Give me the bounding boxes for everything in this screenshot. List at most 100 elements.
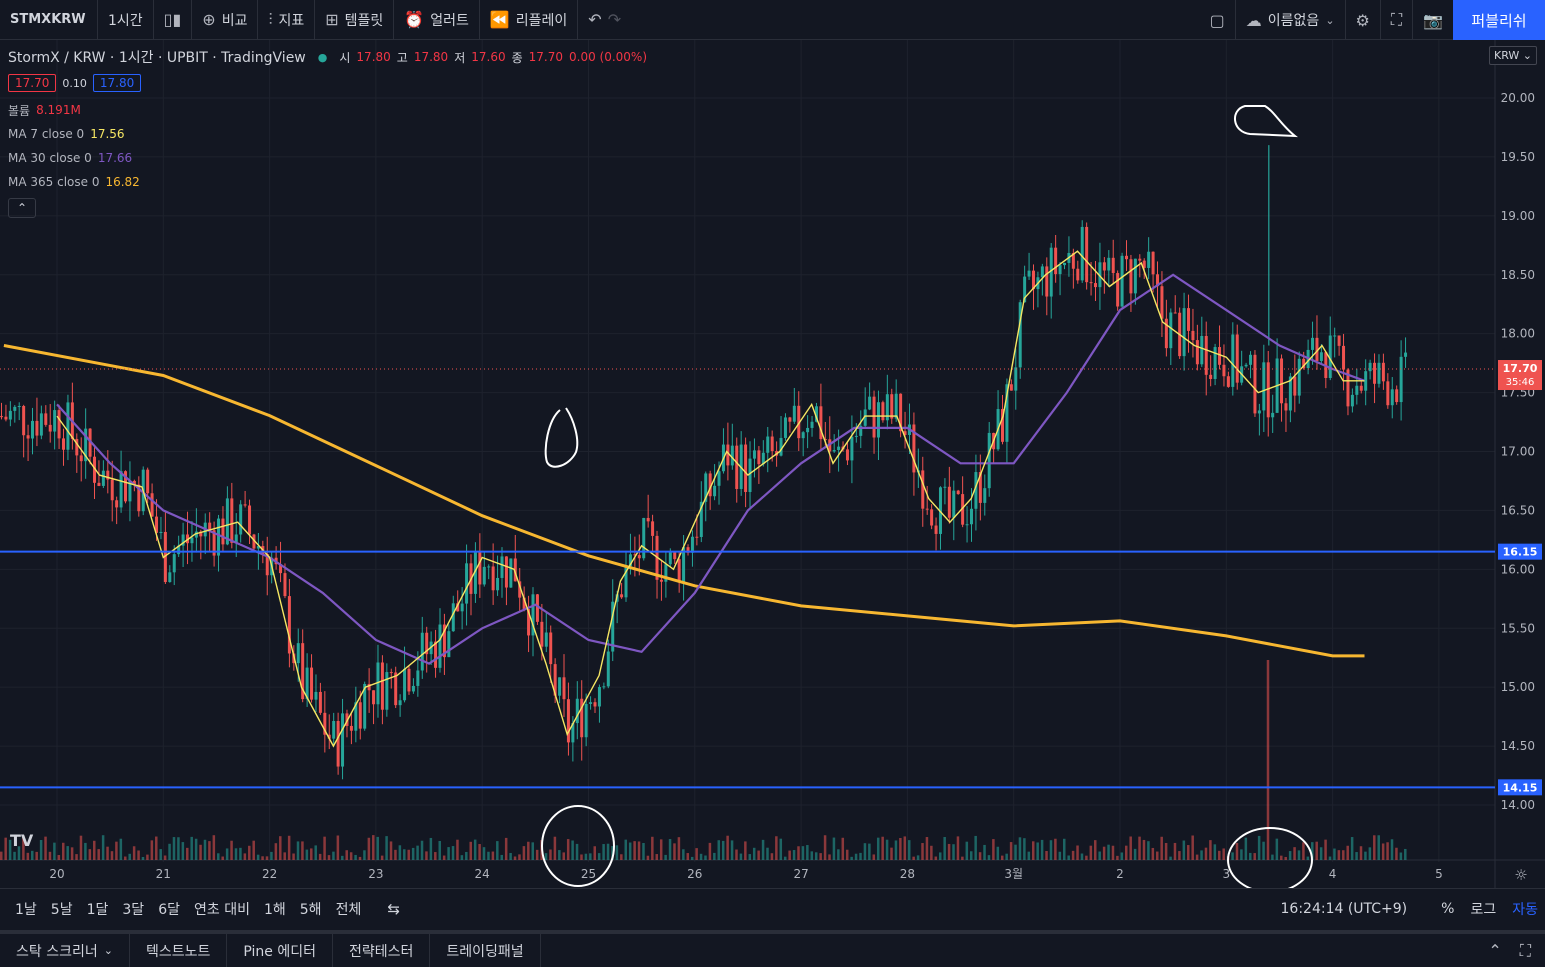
alert-button[interactable]: ⏰ 얼러트	[394, 0, 480, 40]
candle-body	[487, 566, 491, 568]
chevron-up-icon[interactable]: ⌃	[1488, 941, 1502, 960]
volume-bar	[1288, 851, 1292, 860]
range-6m[interactable]: 6달	[158, 901, 180, 918]
candle-body	[1368, 362, 1372, 372]
templates-button[interactable]: ⊞ 템플릿	[315, 0, 395, 40]
volume-bar	[403, 849, 406, 860]
range-ytd[interactable]: 연초 대비	[193, 901, 250, 918]
ma7-value: 17.56	[90, 127, 125, 141]
volume-bar	[1009, 842, 1013, 860]
candle-body	[1049, 247, 1053, 297]
candle-body	[1009, 384, 1013, 391]
volume-bar	[438, 840, 441, 860]
layout-button[interactable]: ▢	[1200, 0, 1235, 40]
candle-body	[611, 601, 615, 652]
candle-body	[801, 432, 805, 439]
ma30-label: MA 30 close 0	[8, 151, 92, 165]
volume-bar	[283, 852, 286, 860]
candle-body	[628, 554, 632, 567]
alert-label: 얼러트	[430, 12, 469, 29]
volume-bar	[1138, 836, 1141, 860]
volume-bar	[385, 836, 388, 860]
indicators-button[interactable]: ⫶ 지표	[258, 0, 316, 40]
maximize-icon[interactable]: ⛶	[1519, 940, 1531, 960]
volume-bar	[1373, 835, 1376, 860]
settings-button[interactable]: ⚙	[1344, 0, 1380, 40]
percent-toggle[interactable]: %	[1441, 901, 1455, 917]
volume-bar	[336, 835, 340, 860]
volume-bar	[1355, 852, 1358, 860]
layout-name-dropdown[interactable]: ☁ 이름없음 ⌄	[1234, 0, 1345, 40]
candle-body	[571, 723, 575, 743]
volume-bar	[1125, 845, 1128, 860]
axis-settings-icon[interactable]: ☼	[1514, 866, 1527, 884]
price-chart[interactable]: 16.1514.1520.0019.5019.0018.5018.0017.50…	[0, 40, 1545, 888]
snapshot-button[interactable]: 📷	[1412, 0, 1453, 40]
collapse-legend-button[interactable]: ⌃	[8, 198, 36, 218]
bid-box[interactable]: 17.70	[8, 74, 57, 92]
volume-bar	[1204, 847, 1208, 860]
volume-bar	[704, 855, 707, 860]
candle-body	[0, 416, 3, 418]
fullscreen-button[interactable]: ⛶	[1379, 0, 1412, 40]
candle-body	[1111, 257, 1115, 274]
range-5d[interactable]: 5날	[50, 901, 73, 918]
volume-bar	[22, 835, 25, 860]
range-3m[interactable]: 3달	[122, 901, 145, 918]
symbol-title: StormX / KRW · 1시간 · UPBIT · TradingView	[8, 50, 306, 66]
candles-icon: ▯▮	[163, 10, 182, 29]
templates-label: 템플릿	[344, 12, 384, 29]
volume-bar	[1089, 845, 1093, 860]
ask-box[interactable]: 17.80	[92, 74, 142, 92]
candle-body	[1151, 251, 1155, 275]
range-all[interactable]: 전체	[335, 901, 362, 918]
change-value: 0.00 (0.00%)	[569, 50, 648, 64]
volume-bar	[48, 851, 52, 860]
publish-button[interactable]: 퍼블리쉬	[1453, 0, 1545, 40]
chart-type-button[interactable]: ▯▮	[154, 0, 193, 40]
tab-strategy-tester[interactable]: 전략테스터	[333, 934, 431, 967]
volume-bar	[686, 853, 690, 860]
currency-selector[interactable]: KRW ⌄	[1488, 46, 1537, 65]
symbol-search-button[interactable]: STMXKRW	[0, 0, 98, 40]
volume-bar	[535, 849, 539, 860]
bid-ask-row: 17.70 0.10 17.80	[8, 72, 647, 94]
low-label: 저	[454, 50, 466, 65]
range-1y[interactable]: 1해	[263, 901, 286, 918]
volume-bar	[845, 849, 849, 860]
range-1m[interactable]: 1달	[86, 901, 109, 918]
auto-toggle[interactable]: 자동	[1512, 902, 1538, 918]
chart-pane[interactable]: 16.15 14.15 20.00 19.50 19.00 18.50 18.00 17.50…	[0, 40, 1545, 888]
undo-icon[interactable]: ↶	[588, 10, 602, 29]
log-toggle[interactable]: 로그	[1470, 902, 1497, 918]
interval-button[interactable]: 1시간	[98, 0, 154, 40]
range-1d[interactable]: 1날	[15, 901, 37, 918]
candle-body	[713, 485, 717, 497]
candle-body	[868, 396, 872, 410]
volume-bar	[659, 839, 663, 860]
candle-body	[854, 435, 858, 437]
candle-body	[208, 522, 212, 531]
volume-bar	[983, 844, 986, 860]
redo-icon[interactable]: ↷	[607, 10, 622, 29]
volume-bar	[279, 836, 282, 860]
tab-trading-panel[interactable]: 트레이딩패널	[430, 934, 541, 967]
volume-bar	[287, 835, 291, 860]
goto-date-icon[interactable]: ⇆	[387, 899, 400, 918]
volume-bar	[987, 855, 991, 860]
volume-bar	[1368, 847, 1372, 860]
level-price-tag	[1498, 779, 1542, 796]
volume-bar	[837, 849, 840, 860]
tab-pine-editor[interactable]: Pine 에디터	[227, 934, 333, 967]
compare-button[interactable]: ⊕ 비교	[192, 0, 259, 40]
volume-bar	[584, 853, 588, 860]
volume-bar	[115, 841, 118, 860]
range-5y[interactable]: 5해	[299, 901, 322, 918]
candle-body	[726, 444, 730, 466]
tab-text-notes[interactable]: 텍스트노트	[130, 934, 228, 967]
volume-legend: 볼륨 8.191M	[8, 98, 647, 122]
tab-stock-screener[interactable]: 스탁 스크리너 ⌄	[0, 934, 130, 967]
candle-body	[509, 558, 513, 588]
volume-bar	[420, 840, 424, 860]
replay-button[interactable]: ⏪ 리플레이	[480, 0, 579, 40]
